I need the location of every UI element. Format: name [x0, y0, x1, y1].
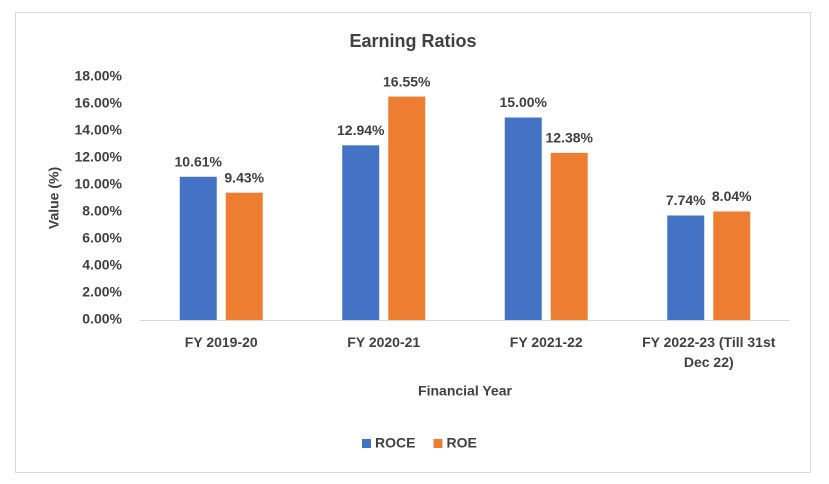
y-tick-label: 10.00%	[75, 176, 123, 192]
data-label: 10.61%	[175, 153, 223, 169]
y-tick-label: 0.00%	[82, 311, 122, 327]
data-label: 12.38%	[546, 130, 594, 146]
x-tick-label: FY 2020-21	[347, 334, 421, 350]
legend-swatch	[433, 439, 443, 448]
y-tick-label: 12.00%	[75, 149, 123, 165]
y-tick-label: 16.00%	[75, 95, 123, 111]
data-label: 7.74%	[666, 192, 706, 208]
data-label: 8.04%	[712, 188, 752, 204]
data-label: 12.94%	[337, 122, 385, 138]
data-label: 16.55%	[383, 73, 431, 89]
bar	[667, 215, 705, 320]
data-label: 9.43%	[224, 169, 264, 185]
y-tick-label: 18.00%	[75, 68, 123, 84]
legend-label: ROE	[446, 435, 476, 451]
bar	[225, 192, 263, 320]
x-tick-label: FY 2019-20	[184, 334, 258, 350]
x-axis-title: Financial Year	[418, 383, 512, 399]
bar	[388, 96, 426, 320]
bar	[179, 176, 217, 320]
data-label: 15.00%	[500, 94, 548, 110]
x-tick-label: FY 2021-22	[509, 334, 583, 350]
bar	[342, 145, 380, 320]
y-tick-label: 14.00%	[75, 122, 123, 138]
y-tick-label: 8.00%	[82, 203, 122, 219]
y-tick-label: 2.00%	[82, 284, 122, 300]
legend-label: ROCE	[375, 435, 415, 451]
y-axis-title: Value (%)	[46, 167, 62, 229]
bar	[504, 117, 542, 320]
x-tick-label: FY 2022-23 (Till 31st Dec 22)	[642, 334, 776, 370]
bar	[550, 152, 588, 320]
y-tick-label: 6.00%	[82, 230, 122, 246]
legend-swatch	[362, 439, 371, 448]
y-tick-label: 4.00%	[82, 257, 122, 273]
chart-title: Earning Ratios	[349, 31, 476, 51]
bar	[713, 211, 751, 320]
